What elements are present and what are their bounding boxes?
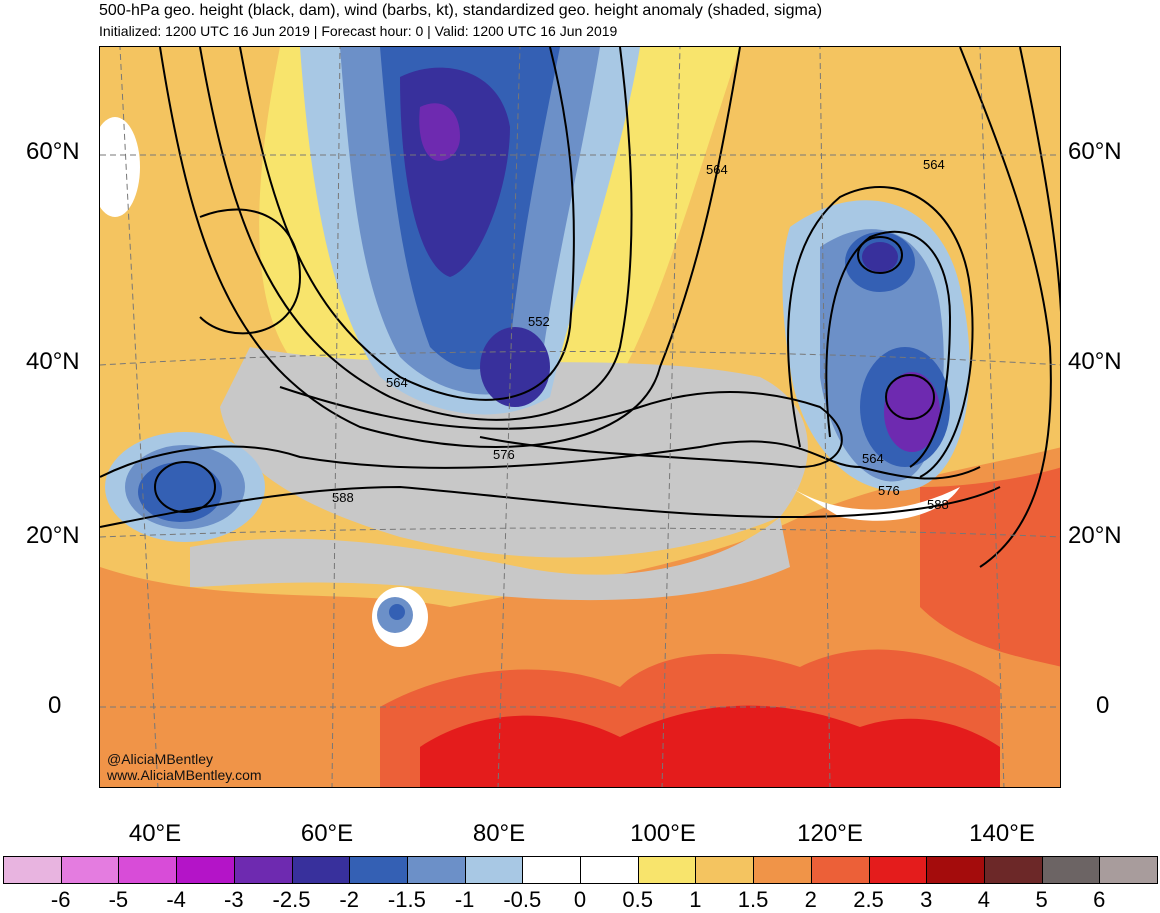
colorbar-label: -1: [454, 887, 475, 912]
colorbar-swatch: [1099, 856, 1159, 884]
colorbar-label: -3: [224, 887, 244, 912]
lat-label-20n-right: 20°N: [1068, 522, 1122, 549]
credit-handle: @AliciaMBentley: [107, 751, 214, 767]
colorbar-swatch: [810, 856, 870, 884]
colorbar-swatch: [522, 856, 582, 884]
colorbar-label: -2.5: [272, 887, 311, 912]
lon-label-80e: 80°E: [472, 820, 526, 847]
colorbar-swatch: [983, 856, 1043, 884]
colorbar-swatch: [695, 856, 755, 884]
colorbar-label: 5: [1035, 887, 1048, 912]
contour-label: 564: [386, 375, 408, 390]
colorbar-swatch: [60, 856, 120, 884]
colorbar-label: -4: [166, 887, 186, 912]
lat-label-20n-left: 20°N: [26, 522, 80, 549]
lat-label-0-right: 0: [1096, 692, 1110, 719]
colorbar-label: -6: [50, 887, 71, 912]
colorbar-label: -2: [339, 887, 359, 912]
colorbar-swatch: [637, 856, 697, 884]
colorbar-label: 1.5: [737, 887, 769, 912]
lon-label-40e: 40°E: [128, 820, 182, 847]
contour-label: 588: [332, 490, 354, 505]
lat-label-0-left: 0: [48, 692, 62, 719]
lon-label-100e: 100°E: [630, 820, 696, 847]
colorbar-swatch: [464, 856, 524, 884]
colorbar-swatch: [3, 856, 62, 884]
colorbar-swatch: [580, 856, 639, 884]
colorbar-label: -1.5: [387, 887, 426, 912]
lon-label-120e: 120°E: [797, 820, 863, 847]
colorbar-swatch: [868, 856, 928, 884]
lat-label-60n-right: 60°N: [1068, 138, 1122, 165]
colorbar-label: 2.5: [853, 887, 884, 912]
chart-title: 500-hPa geo. height (black, dam), wind (…: [99, 2, 823, 19]
colorbar-swatch: [406, 856, 466, 884]
colorbar-label: 6: [1093, 887, 1106, 912]
lat-label-60n-left: 60°N: [26, 138, 80, 165]
colorbar-swatch: [1041, 856, 1101, 884]
colorbar-label: -5: [108, 887, 129, 912]
lat-label-40n-right: 40°N: [1068, 348, 1122, 375]
colorbar-swatch: [926, 856, 985, 884]
colorbar-label: 2: [804, 887, 817, 912]
colorbar-label: 0.5: [622, 887, 653, 912]
colorbar-swatch: [233, 856, 293, 884]
colorbar-label: 1: [689, 887, 702, 912]
contour-label: 564: [923, 157, 945, 172]
lat-label-40n-left: 40°N: [26, 348, 80, 375]
credit-website: www.AliciaMBentley.com: [107, 767, 262, 783]
colorbar-label: 3: [920, 887, 933, 912]
lon-label-140e: 140°E: [969, 820, 1035, 847]
colorbar-swatch: [753, 856, 812, 884]
weather-map: 564 552 564 576 588 564 564 576 588: [99, 46, 1061, 788]
colorbar-swatch: [349, 856, 408, 884]
contour-label: 564: [706, 162, 728, 177]
colorbar-label: -0.5: [503, 887, 542, 912]
contour-label: 564: [862, 451, 884, 466]
colorbar-swatch: [118, 856, 178, 884]
contour-label: 576: [878, 483, 900, 498]
colorbar-swatch: [291, 856, 351, 884]
chart-subtitle: Initialized: 1200 UTC 16 Jun 2019 | Fore…: [99, 23, 618, 39]
contour-label: 588: [927, 497, 949, 512]
contour-label: 576: [493, 447, 515, 462]
contour-label: 552: [528, 314, 550, 329]
colorbar: [3, 856, 1159, 884]
colorbar-label: 4: [977, 887, 991, 912]
colorbar-swatch: [176, 856, 235, 884]
colorbar-label: 0: [573, 887, 587, 912]
lon-label-60e: 60°E: [300, 820, 354, 847]
